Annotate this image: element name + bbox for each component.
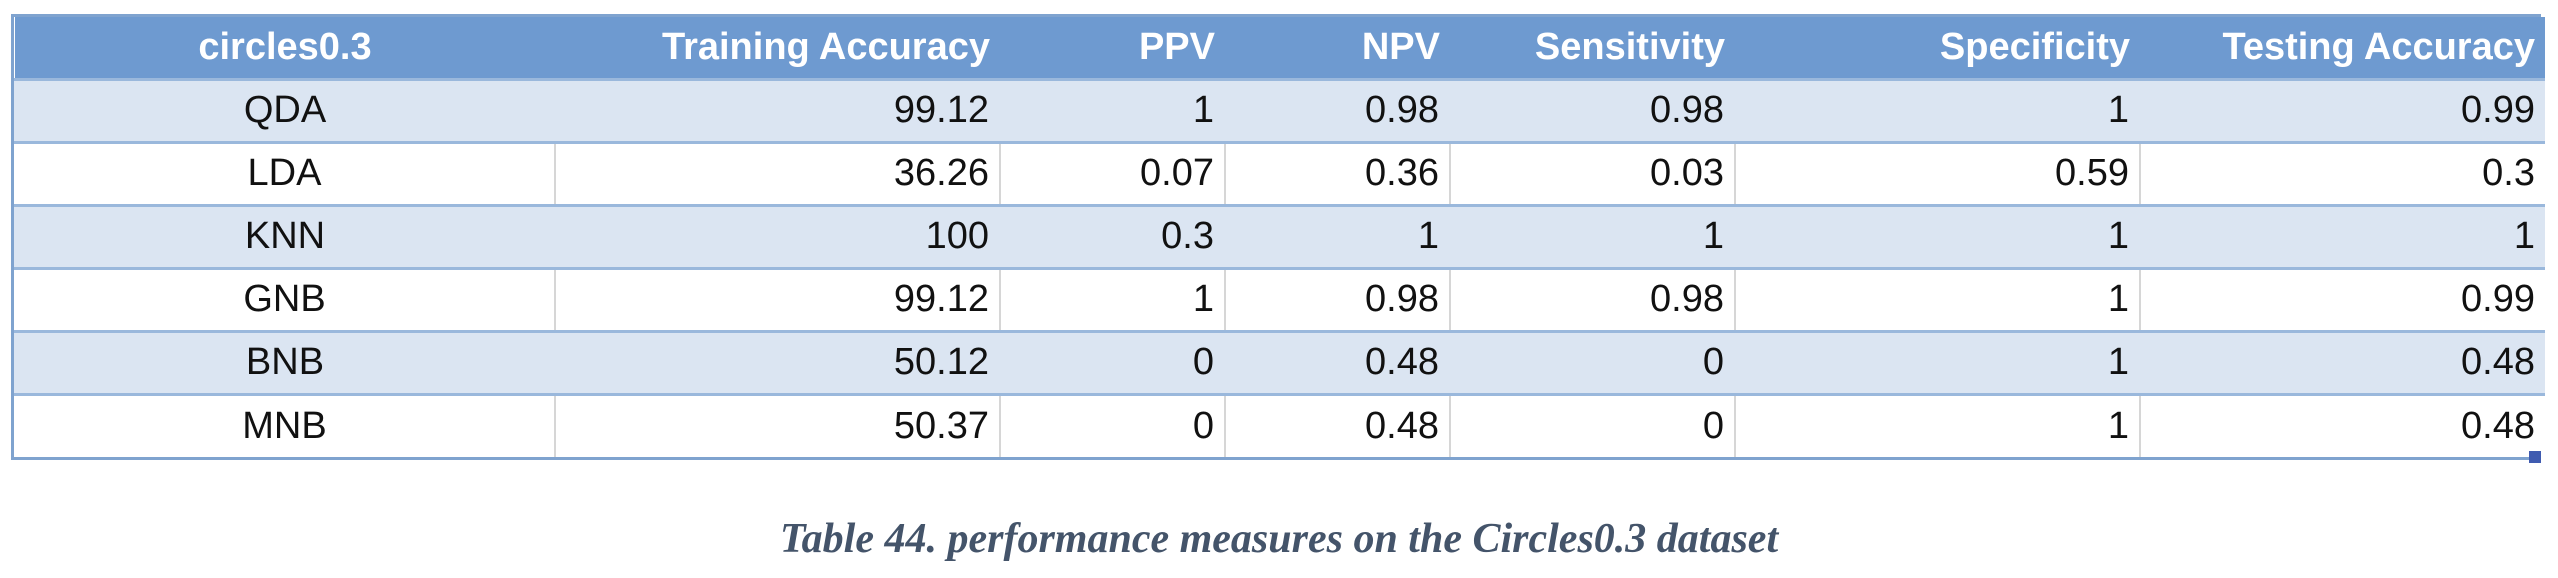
table-caption: Table 44. performance measures on the Ci… [779,516,1779,562]
cell-npv: 0.36 [1224,140,1450,205]
cell-sensitivity: 0.03 [1449,140,1735,205]
cell-model: MNB [15,392,555,457]
cell-npv: 0.98 [1224,77,1450,142]
performance-table: circles0.3 Training Accuracy PPV NPV Sen… [14,17,2545,457]
header-specificity: Specificity [1939,25,2130,68]
cell-testing-accuracy: 0.48 [2139,392,2545,457]
performance-table-container: circles0.3 Training Accuracy PPV NPV Sen… [11,14,2545,460]
cell-training-accuracy: 36.26 [554,140,1000,205]
cell-training-accuracy: 99.12 [554,266,1000,331]
cell-training-accuracy: 50.37 [554,392,1000,457]
cell-ppv: 0.3 [999,203,1225,268]
cell-sensitivity: 0 [1449,329,1735,394]
cell-npv: 0.48 [1224,329,1450,394]
cell-sensitivity: 0.98 [1449,266,1735,331]
cell-ppv: 1 [999,266,1225,331]
cell-testing-accuracy: 0.99 [2139,266,2545,331]
cell-training-accuracy: 100 [554,203,1000,268]
header-training-accuracy: Training Accuracy [661,25,990,68]
cell-ppv: 1 [999,77,1225,142]
header-ppv: PPV [1138,25,1215,68]
cell-testing-accuracy: 1 [2139,203,2545,268]
cell-specificity: 0.59 [1734,140,2140,205]
cell-training-accuracy: 99.12 [554,77,1000,142]
table-resize-handle[interactable] [2529,451,2541,463]
cell-training-accuracy: 50.12 [554,329,1000,394]
cell-sensitivity: 0 [1449,392,1735,457]
cell-testing-accuracy: 0.48 [2139,329,2545,394]
header-npv: NPV [1361,25,1440,68]
cell-model: LDA [15,140,555,205]
table-row: BNB 50.12 0 0.48 0 1 0.48 [14,329,2545,394]
table-row: MNB 50.37 0 0.48 0 1 0.48 [15,392,2545,457]
table-row: GNB 99.12 1 0.98 0.98 1 0.99 [15,266,2545,331]
cell-sensitivity: 1 [1449,203,1735,268]
cell-specificity: 1 [1734,266,2140,331]
cell-ppv: 0 [999,392,1225,457]
table-row: LDA 36.26 0.07 0.36 0.03 0.59 0.3 [15,140,2545,205]
cell-npv: 1 [1224,203,1450,268]
cell-testing-accuracy: 0.3 [2139,140,2545,205]
cell-model: KNN [14,203,555,268]
cell-specificity: 1 [1734,392,2140,457]
cell-sensitivity: 0.98 [1449,77,1735,142]
cell-ppv: 0 [999,329,1225,394]
cell-npv: 0.98 [1224,266,1450,331]
cell-specificity: 1 [1734,329,2140,394]
cell-model: BNB [14,329,555,394]
cell-testing-accuracy: 0.99 [2139,77,2545,142]
cell-model: QDA [14,77,555,142]
header-sensitivity: Sensitivity [1534,25,1725,68]
header-testing-accuracy: Testing Accuracy [2222,25,2535,68]
table-row: KNN 100 0.3 1 1 1 1 [14,203,2545,268]
cell-model: GNB [15,266,555,331]
cell-ppv: 0.07 [999,140,1225,205]
table-row: QDA 99.12 1 0.98 0.98 1 0.99 [14,77,2545,142]
table-header-row: circles0.3 Training Accuracy PPV NPV Sen… [15,17,2545,79]
cell-specificity: 1 [1734,77,2140,142]
cell-specificity: 1 [1734,203,2140,268]
cell-npv: 0.48 [1224,392,1450,457]
header-dataset: circles0.3 [198,25,372,68]
